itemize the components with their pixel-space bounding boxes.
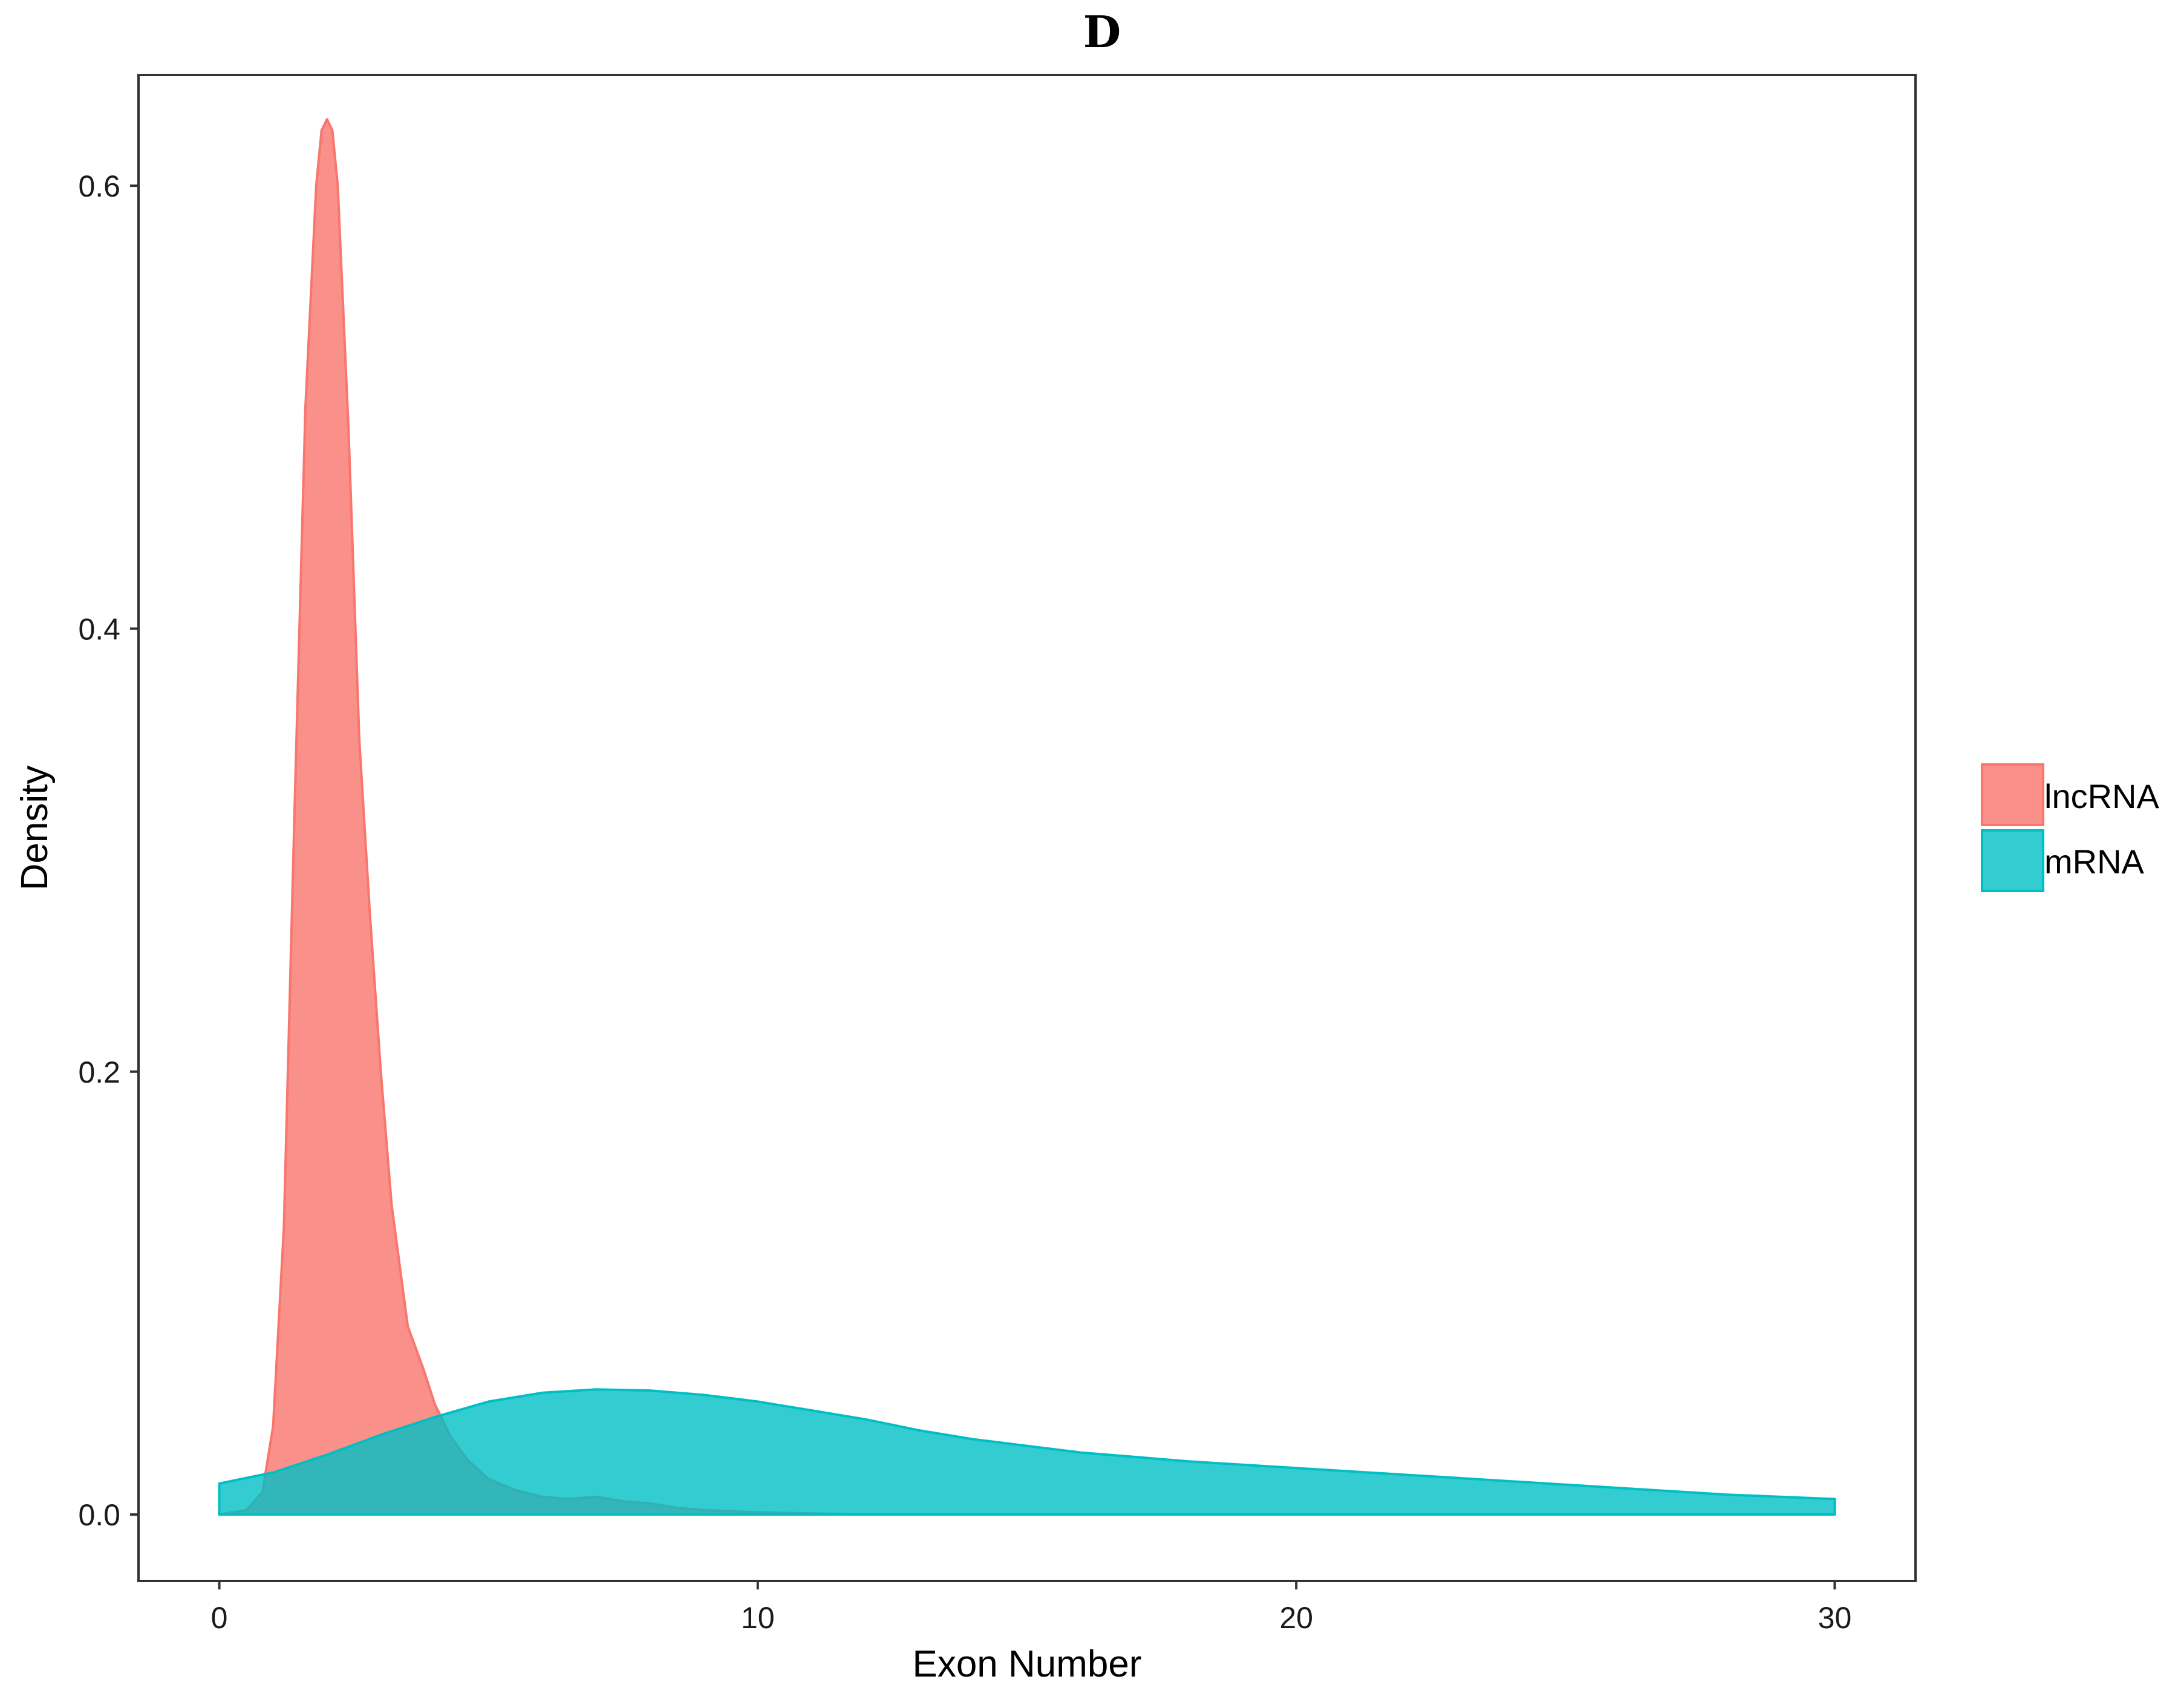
- legend-key-mrna: [1981, 829, 2044, 892]
- legend-label-lncrna: lncRNA: [2044, 777, 2159, 815]
- y-axis: 0.0 0.2 0.4 0.6: [78, 169, 139, 1532]
- x-tick-label: 20: [1279, 1601, 1313, 1635]
- x-axis: 0 10 20 30: [211, 1581, 1852, 1635]
- density-area-mrna: [218, 1388, 1836, 1516]
- y-tick-label: 0.4: [78, 612, 120, 646]
- plot-panel: [139, 75, 1916, 1581]
- x-tick-label: 10: [741, 1601, 775, 1635]
- legend: lncRNA mRNA: [1981, 763, 2159, 892]
- y-tick-label: 0.2: [78, 1055, 120, 1089]
- y-tick-label: 0.0: [78, 1498, 120, 1532]
- chart-title: D: [1083, 6, 1121, 57]
- x-tick-label: 30: [1818, 1601, 1852, 1635]
- density-areas: [218, 118, 1836, 1516]
- legend-key-lncrna: [1981, 763, 2044, 826]
- y-tick-label: 0.6: [78, 169, 120, 203]
- legend-label-mrna: mRNA: [2044, 843, 2145, 881]
- x-axis-title: Exon Number: [912, 1643, 1141, 1685]
- plot-border: [137, 74, 1917, 1582]
- y-axis-title: Density: [14, 766, 56, 891]
- x-tick-label: 0: [211, 1601, 228, 1635]
